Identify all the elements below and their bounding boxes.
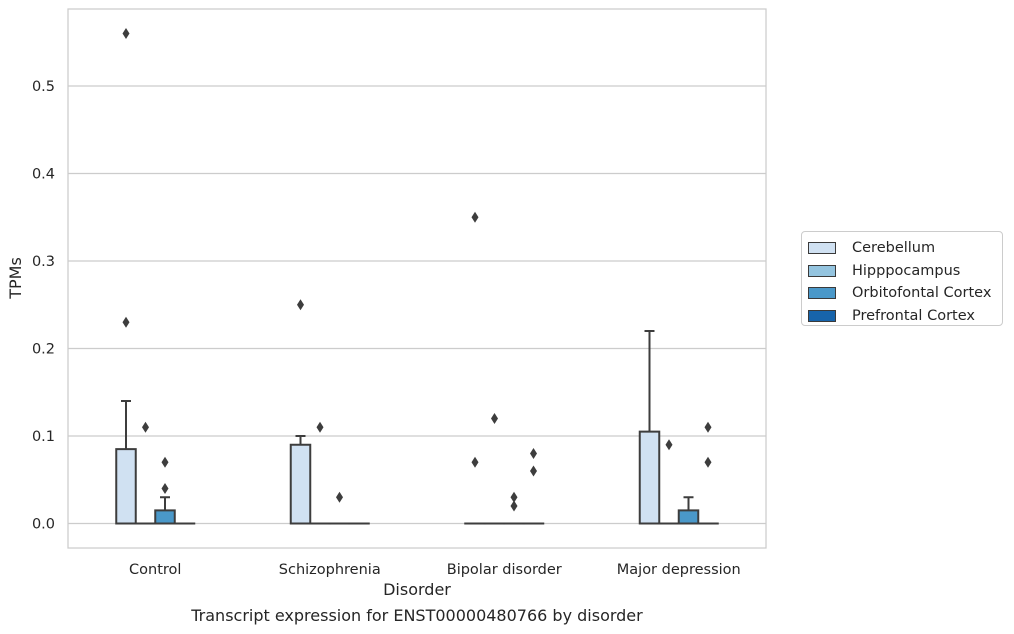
- y-tick-label: 0.1: [32, 429, 55, 445]
- legend-swatch: [808, 309, 836, 322]
- legend-label: Prefrontal Cortex: [852, 307, 975, 324]
- box-body: [115, 448, 137, 525]
- box-2-0: [154, 496, 176, 525]
- gridlines: [68, 85, 766, 525]
- y-tick-label: 0.4: [32, 167, 55, 183]
- y-tick-labels: 0.0 0.1 0.2 0.3 0.4 0.5: [32, 79, 55, 533]
- box-body: [289, 443, 312, 525]
- plot-frame: [67, 8, 767, 549]
- legend-label: Orbitofontal Cortex: [852, 285, 992, 302]
- outlier-point: [161, 456, 169, 468]
- legend-item: Cerebellum: [802, 237, 1002, 260]
- box-body: [677, 509, 700, 525]
- outlier-point: [491, 413, 498, 424]
- x-axis-label: Disorder: [383, 580, 451, 599]
- y-axis-label: TPMs: [6, 257, 25, 300]
- legend-swatch: [808, 287, 836, 300]
- box-body: [638, 430, 661, 525]
- x-tick-label: Bipolar disorder: [447, 562, 562, 578]
- x-tick-labels: Control Schizophrenia Bipolar disorder Majo…: [129, 562, 741, 578]
- legend: Cerebellum Hipppocampus Orbitofontal Corte…: [801, 231, 1003, 326]
- x-tick-label: Control: [129, 562, 181, 578]
- x-tick-label: Major depression: [617, 562, 741, 578]
- box-0-3: [638, 330, 661, 525]
- y-tick-label: 0.5: [32, 79, 55, 95]
- legend-label: Cerebellum: [852, 240, 936, 257]
- outlier-point: [471, 211, 479, 223]
- legend-item: Prefrontal Cortex: [802, 305, 1002, 328]
- box-0-1: [289, 435, 312, 525]
- outlier-point: [142, 421, 149, 433]
- chart-caption: Transcript expression for ENST0000048076…: [191, 606, 643, 625]
- outlier-point: [530, 465, 537, 477]
- outlier-point: [471, 456, 479, 468]
- outlier-point: [665, 439, 673, 451]
- outlier-point: [510, 500, 518, 512]
- legend-swatch: [808, 264, 836, 277]
- outlier-point: [704, 421, 712, 433]
- outlier-point: [510, 491, 518, 503]
- outlier-point: [704, 456, 712, 468]
- legend-item: Hipppocampus: [802, 260, 1002, 283]
- x-tick-label: Schizophrenia: [279, 562, 381, 578]
- outlier-point: [122, 316, 130, 328]
- y-tick-label: 0.2: [32, 342, 55, 358]
- y-tick-label: 0.3: [32, 254, 55, 270]
- outliers: [122, 28, 712, 512]
- legend-item: Orbitofontal Cortex: [802, 282, 1002, 305]
- outlier-point: [122, 28, 130, 39]
- outlier-point: [530, 448, 537, 459]
- box-0-0: [115, 400, 137, 525]
- outlier-point: [161, 483, 169, 494]
- box-2-3: [677, 496, 700, 525]
- legend-label: Hipppocampus: [852, 262, 961, 279]
- outlier-point: [297, 299, 304, 311]
- box-body: [154, 509, 176, 525]
- outlier-point: [336, 491, 343, 503]
- legend-swatch: [808, 242, 836, 255]
- y-tick-label: 0.0: [32, 517, 55, 533]
- boxes: [115, 330, 719, 525]
- outlier-point: [316, 421, 324, 433]
